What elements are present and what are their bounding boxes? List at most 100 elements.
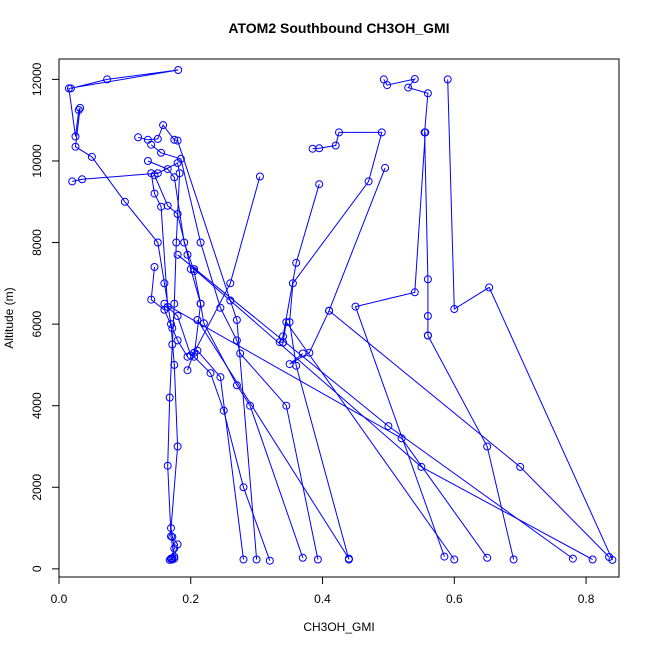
data-point (232, 336, 241, 345)
data-point (143, 157, 152, 165)
series-line (150, 173, 244, 560)
data-point (423, 89, 432, 98)
data-point (153, 134, 162, 143)
data-point (325, 306, 334, 315)
y-tick-label: 10000 (30, 144, 44, 178)
data-point (315, 180, 324, 189)
data-point (160, 279, 169, 288)
data-point (206, 369, 215, 378)
data-point (568, 554, 577, 563)
data-point (265, 556, 274, 565)
data-point (275, 338, 284, 347)
data-point (298, 553, 307, 562)
data-point (384, 422, 393, 431)
data-point (74, 106, 83, 114)
data-point (255, 172, 264, 181)
data-point (134, 133, 143, 142)
data-point (483, 553, 492, 562)
series-17 (325, 306, 614, 561)
series-15 (351, 128, 449, 561)
data-point (196, 299, 205, 308)
data-point (183, 366, 192, 375)
data-point (410, 75, 419, 83)
x-axis: 0.0 0.2 0.4 0.6 0.8 (51, 576, 595, 606)
data-point (173, 336, 182, 345)
series-2 (68, 159, 184, 563)
data-point (423, 331, 432, 340)
data-point (147, 169, 156, 178)
data-point (78, 175, 87, 184)
data-point (159, 121, 168, 130)
data-point (160, 299, 169, 308)
data-point (170, 299, 179, 308)
y-axis-label: Altitude (m) (2, 287, 16, 348)
series-line (154, 175, 304, 558)
data-point (157, 202, 166, 211)
chart-title: ATOM2 Southbound CH3OH_GMI (228, 20, 449, 36)
data-point (226, 279, 235, 288)
data-point (157, 148, 166, 157)
series-11 (275, 180, 459, 564)
data-point (331, 141, 340, 150)
data-point (236, 349, 245, 358)
data-point (381, 163, 390, 172)
data-point (196, 238, 205, 247)
series-line (427, 335, 515, 560)
data-point (165, 393, 174, 402)
data-point (170, 554, 179, 563)
data-point (173, 540, 182, 549)
data-point (173, 136, 182, 145)
series-16 (423, 331, 518, 564)
data-point (417, 462, 426, 471)
data-point (160, 305, 169, 314)
series-4 (147, 140, 322, 564)
x-tick-label: 0.8 (578, 592, 595, 606)
data-point (173, 250, 182, 259)
data-point (76, 103, 85, 112)
series-line (196, 319, 350, 559)
series-line (150, 144, 319, 560)
data-point (397, 434, 406, 443)
x-tick-label: 0.6 (446, 592, 463, 606)
data-point (167, 532, 175, 541)
series-line (354, 132, 445, 557)
data-point (68, 177, 77, 186)
data-point (377, 128, 386, 137)
data-point (175, 169, 184, 178)
data-point (292, 258, 301, 267)
data-point (66, 84, 75, 93)
series-line (187, 176, 261, 371)
data-point (183, 352, 192, 361)
data-point (383, 81, 392, 90)
data-point (335, 128, 343, 137)
data-point (150, 263, 159, 271)
data-point (313, 555, 322, 564)
data-point (239, 483, 248, 492)
data-point (410, 288, 419, 297)
data-point (168, 324, 177, 333)
data-point (64, 84, 73, 93)
data-point (120, 197, 129, 206)
data-point (147, 140, 156, 149)
data-point (216, 303, 225, 312)
data-point (315, 144, 324, 153)
data-point (216, 373, 225, 382)
data-point (239, 555, 248, 564)
series-9 (183, 172, 264, 375)
data-point (170, 173, 179, 182)
data-point (170, 135, 179, 144)
data-point (170, 552, 179, 561)
data-point (180, 238, 189, 247)
series-10 (285, 128, 386, 564)
data-point (173, 312, 182, 320)
data-point (163, 461, 172, 470)
data-point (344, 554, 353, 563)
data-point (450, 555, 459, 564)
data-point (190, 265, 199, 274)
series-line (383, 78, 429, 336)
series-line (72, 162, 181, 559)
x-tick-label: 0.2 (182, 592, 199, 606)
series-21 (160, 299, 492, 562)
